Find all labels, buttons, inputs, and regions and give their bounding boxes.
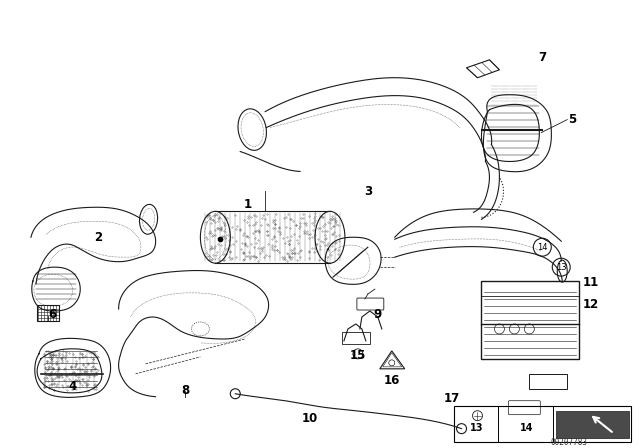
Bar	[342, 332, 370, 344]
Text: 13: 13	[556, 263, 566, 271]
Polygon shape	[556, 411, 629, 438]
Text: 15: 15	[349, 349, 366, 362]
Circle shape	[230, 389, 240, 399]
Text: 14: 14	[537, 243, 548, 252]
Text: 16: 16	[383, 374, 400, 387]
Text: 17: 17	[444, 392, 460, 405]
Text: 11: 11	[583, 276, 599, 289]
Circle shape	[456, 424, 467, 434]
Text: 8: 8	[181, 384, 189, 397]
Text: 7: 7	[538, 52, 547, 65]
Text: 00207783: 00207783	[550, 438, 588, 447]
Text: 6: 6	[49, 307, 57, 320]
Text: 2: 2	[93, 231, 102, 244]
Bar	[481, 281, 579, 359]
Bar	[37, 305, 59, 321]
Bar	[454, 406, 631, 442]
Text: 14: 14	[520, 422, 533, 433]
Text: 10: 10	[302, 412, 318, 425]
Bar	[529, 374, 567, 389]
Text: 5: 5	[568, 113, 577, 126]
Text: 12: 12	[583, 297, 599, 310]
Text: 1: 1	[244, 198, 252, 211]
Text: 9: 9	[374, 307, 382, 320]
Text: 13: 13	[470, 422, 483, 433]
Text: 3: 3	[364, 185, 372, 198]
Text: 4: 4	[68, 380, 77, 393]
